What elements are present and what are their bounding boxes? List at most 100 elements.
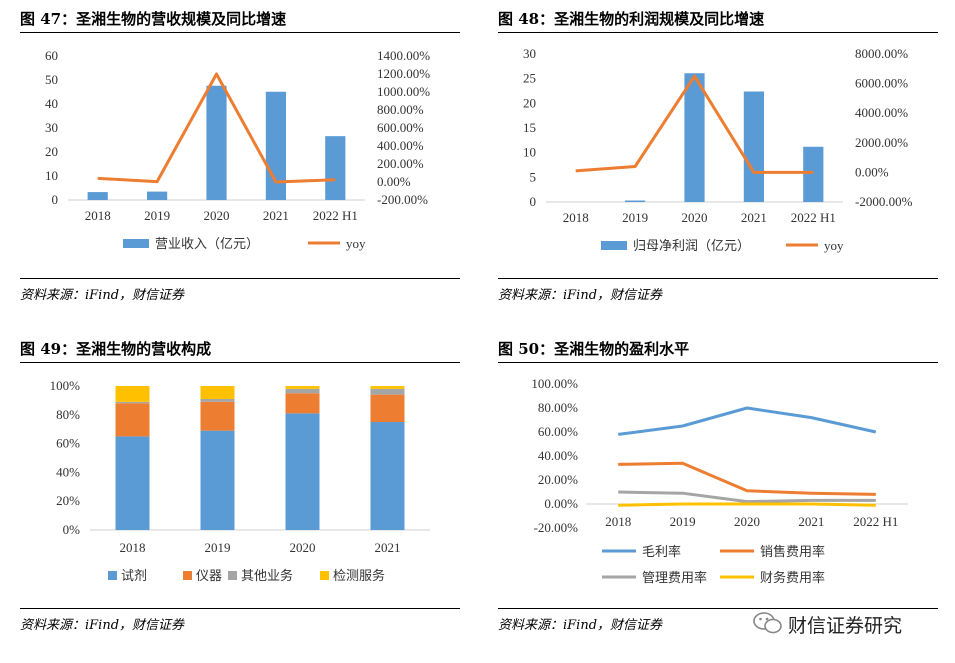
bar [87,192,108,200]
y2-tick-label: 4000.00% [855,105,908,120]
source-note: 资料来源：iFind，财信证券 [498,618,663,633]
bar-segment [200,430,235,530]
x-tick-label: 2019 [622,210,648,225]
source-rule [20,278,460,279]
chart-title: 图 50：圣湘生物的盈利水平 [498,340,690,358]
y-tick-label: 60 [45,48,58,63]
y-tick-label: 10 [523,145,536,160]
legend-swatch [108,571,117,580]
chart-profit: 0 5 10 15 20 25 30 -2000.00% 0.00% 2000.00% 4000.0… [523,46,913,253]
bar [625,200,646,202]
title-rule [498,362,938,363]
bar [265,91,286,200]
bar [803,146,824,202]
title-rule [20,362,460,363]
y-tick-label: 20% [56,493,80,508]
bar-segment [115,403,150,437]
chart-panel-margins: 图 50：圣湘生物的盈利水平 -20.00% 0.00% 20.00% 40.00% 6… [498,338,938,638]
x-tick-label: 2018 [85,208,111,223]
source-note: 资料来源：iFind，财信证券 [20,288,185,303]
x-tick-label: 2020 [682,210,708,225]
y2-tick-label: 1200.00% [377,66,430,81]
y-tick-label: 80% [56,407,80,422]
source-rule [20,608,460,609]
legend-label: 管理费用率 [642,570,707,585]
x-tick-label: 2021 [263,208,289,223]
x-tick-label: 2019 [670,514,696,529]
y-tick-label: 100.00% [531,376,578,391]
series-line-yoy [575,74,814,174]
y2-tick-label: -200.00% [377,192,428,207]
x-tick-label: 2022 H1 [853,514,898,529]
source-rule [498,278,938,279]
y-tick-label: 20 [45,144,58,159]
y2-tick-label: 6000.00% [855,76,908,91]
bar-segment [370,394,405,422]
legend-label: 归母净利润（亿元） [633,238,750,253]
y-tick-label: 80.00% [538,400,578,415]
title-rule [20,32,460,33]
y2-tick-label: 2000.00% [855,135,908,150]
watermark-text: 财信证券研究 [788,615,903,637]
chart-panel-revenue-mix: 图 49：圣湘生物的营收构成 0% 20% 40% 60% 80% 100% 2018 201… [20,338,460,638]
bar-segment [200,398,235,402]
x-tick-label: 2018 [120,540,146,555]
y-tick-label: 0.00% [544,496,578,511]
source-rule [498,608,938,609]
series-line [618,461,876,496]
bar-segment [285,386,320,389]
bar-segment [200,386,235,399]
bar [743,91,764,202]
bar [147,191,168,200]
y2-tick-label: -2000.00% [855,194,913,209]
x-tick-label: 2020 [204,208,230,223]
source-note: 资料来源：iFind，财信证券 [20,618,185,633]
bar-segment [115,401,150,404]
chart-title: 图 49：圣湘生物的营收构成 [20,340,212,358]
y2-tick-label: 600.00% [377,120,424,135]
legend-swatch [183,571,192,580]
y2-tick-label: 200.00% [377,156,424,171]
legend-label: 试剂 [121,568,147,583]
bar [684,73,705,202]
legend-swatch [320,571,329,580]
chart-title: 图 47：圣湘生物的营收规模及同比增速 [20,10,287,28]
y-tick-label: -20.00% [534,520,579,535]
x-tick-label: 2021 [375,540,401,555]
x-tick-label: 2018 [563,210,589,225]
x-tick-label: 2022 H1 [791,210,836,225]
y-tick-label: 0 [52,192,59,207]
y2-tick-label: 1000.00% [377,84,430,99]
y2-tick-label: 400.00% [377,138,424,153]
y2-tick-label: 8000.00% [855,46,908,61]
series-line [618,406,877,436]
y-tick-label: 10 [45,168,58,183]
series-line-yoy [97,72,336,184]
legend-label: 营业收入（亿元） [155,236,259,251]
bar-segment [285,393,320,414]
y-tick-label: 60% [56,436,80,451]
x-tick-label: 2020 [734,514,760,529]
legend-label: 其他业务 [241,568,293,583]
y-tick-label: 0% [63,522,81,537]
legend-swatch-bar [601,241,627,250]
series-line [618,502,876,507]
bar-segment [370,386,405,389]
y-tick-label: 25 [523,71,536,86]
bar-segment [115,386,150,402]
y-tick-label: 15 [523,120,536,135]
y-tick-label: 40 [45,96,58,111]
x-tick-label: 2019 [144,208,170,223]
legend-label: 仪器 [196,568,222,583]
y2-tick-label: 0.00% [377,174,411,189]
y-tick-label: 20 [523,95,536,110]
x-tick-label: 2022 H1 [313,208,358,223]
chart-margins: -20.00% 0.00% 20.00% 40.00% 60.00% 80.00% 100.… [531,376,908,585]
bar-segment [200,401,235,431]
bar [206,85,227,200]
bar-segment [115,436,150,530]
chart-panel-profit: 图 48：圣湘生物的利润规模及同比增速 0 5 10 15 20 25 30 -2000.00… [498,8,938,308]
legend-label: 财务费用率 [760,570,825,585]
y-tick-label: 40.00% [538,448,578,463]
y-tick-label: 20.00% [538,472,578,487]
